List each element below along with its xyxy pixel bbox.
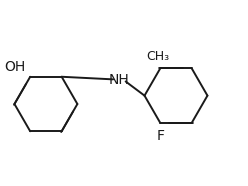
Text: OH: OH (5, 60, 26, 74)
Text: F: F (156, 129, 164, 143)
Text: CH₃: CH₃ (147, 50, 170, 63)
Text: NH: NH (109, 73, 130, 87)
